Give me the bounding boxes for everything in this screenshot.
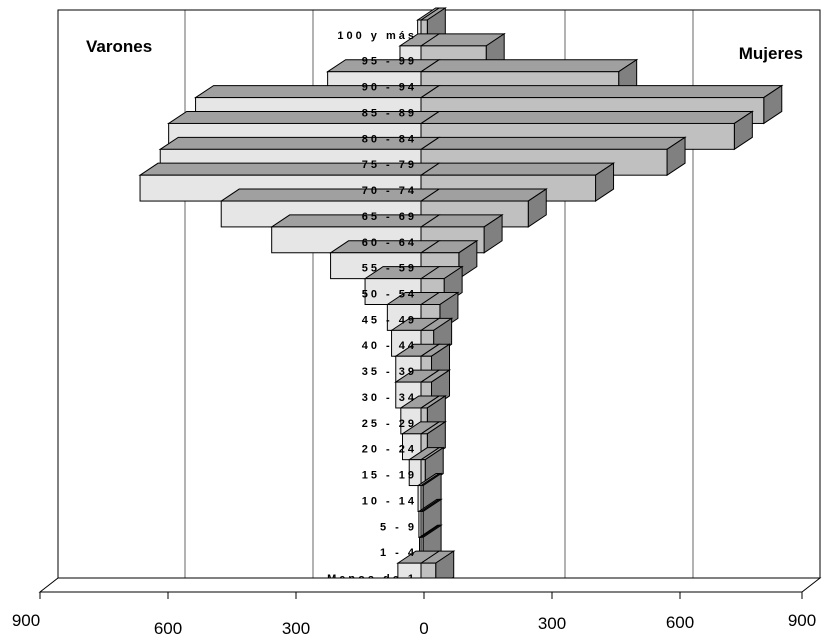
right-side-label: Mujeres	[739, 44, 803, 63]
category-label: 100 y más	[337, 30, 417, 42]
female-bar-top	[419, 188, 548, 202]
x-axis: 900 600 300 0 300 600 900	[12, 577, 822, 635]
category-label: 5 - 9	[380, 521, 417, 533]
category-label: 15 - 19	[362, 470, 417, 482]
x-tick-label: 300	[282, 619, 310, 635]
x-tick-label: 600	[666, 613, 694, 632]
female-bar-top	[419, 110, 754, 124]
female-bar-top	[419, 136, 687, 150]
bars	[138, 7, 784, 590]
category-label: 65 - 69	[362, 211, 417, 223]
category-label: 55 - 59	[362, 263, 417, 275]
category-label: 90 - 94	[362, 82, 417, 94]
left-side-label: Varones	[86, 37, 152, 56]
female-bar-top	[419, 59, 639, 73]
category-label: 20 - 24	[362, 444, 417, 456]
category-label: 25 - 29	[362, 418, 417, 430]
category-label: 35 - 39	[362, 366, 417, 378]
category-label: 95 - 99	[362, 56, 417, 68]
category-label: 40 - 44	[362, 340, 417, 352]
category-label: 45 - 49	[362, 314, 417, 326]
category-label: 10 - 14	[362, 495, 417, 507]
male-bar	[417, 524, 441, 564]
male-bar	[416, 473, 441, 512]
male-bar-face	[418, 510, 422, 538]
category-label: 30 - 34	[362, 392, 417, 404]
category-label: 60 - 64	[362, 237, 417, 249]
category-label: 50 - 54	[362, 289, 417, 301]
x-tick-label: 900	[12, 611, 40, 630]
x-axis-floor	[38, 577, 822, 593]
category-label: 75 - 79	[362, 159, 417, 171]
female-bar-top	[419, 85, 784, 99]
category-label: 70 - 74	[362, 185, 417, 197]
female-bar	[419, 136, 687, 177]
male-bar	[415, 7, 441, 47]
male-bar	[394, 343, 441, 383]
male-bar	[407, 447, 441, 487]
category-label: 85 - 89	[362, 107, 417, 119]
category-label: 1 - 4	[380, 547, 417, 559]
x-tick-label: 600	[154, 619, 182, 635]
female-bar-top	[419, 162, 616, 176]
male-bar-face	[408, 459, 422, 487]
male-bar	[417, 498, 441, 538]
x-tick-label: 300	[538, 614, 566, 633]
male-bar-face	[417, 485, 422, 512]
x-tick-label: 0	[419, 619, 428, 635]
category-label: 80 - 84	[362, 133, 417, 145]
x-tick-label: 900	[788, 611, 816, 630]
